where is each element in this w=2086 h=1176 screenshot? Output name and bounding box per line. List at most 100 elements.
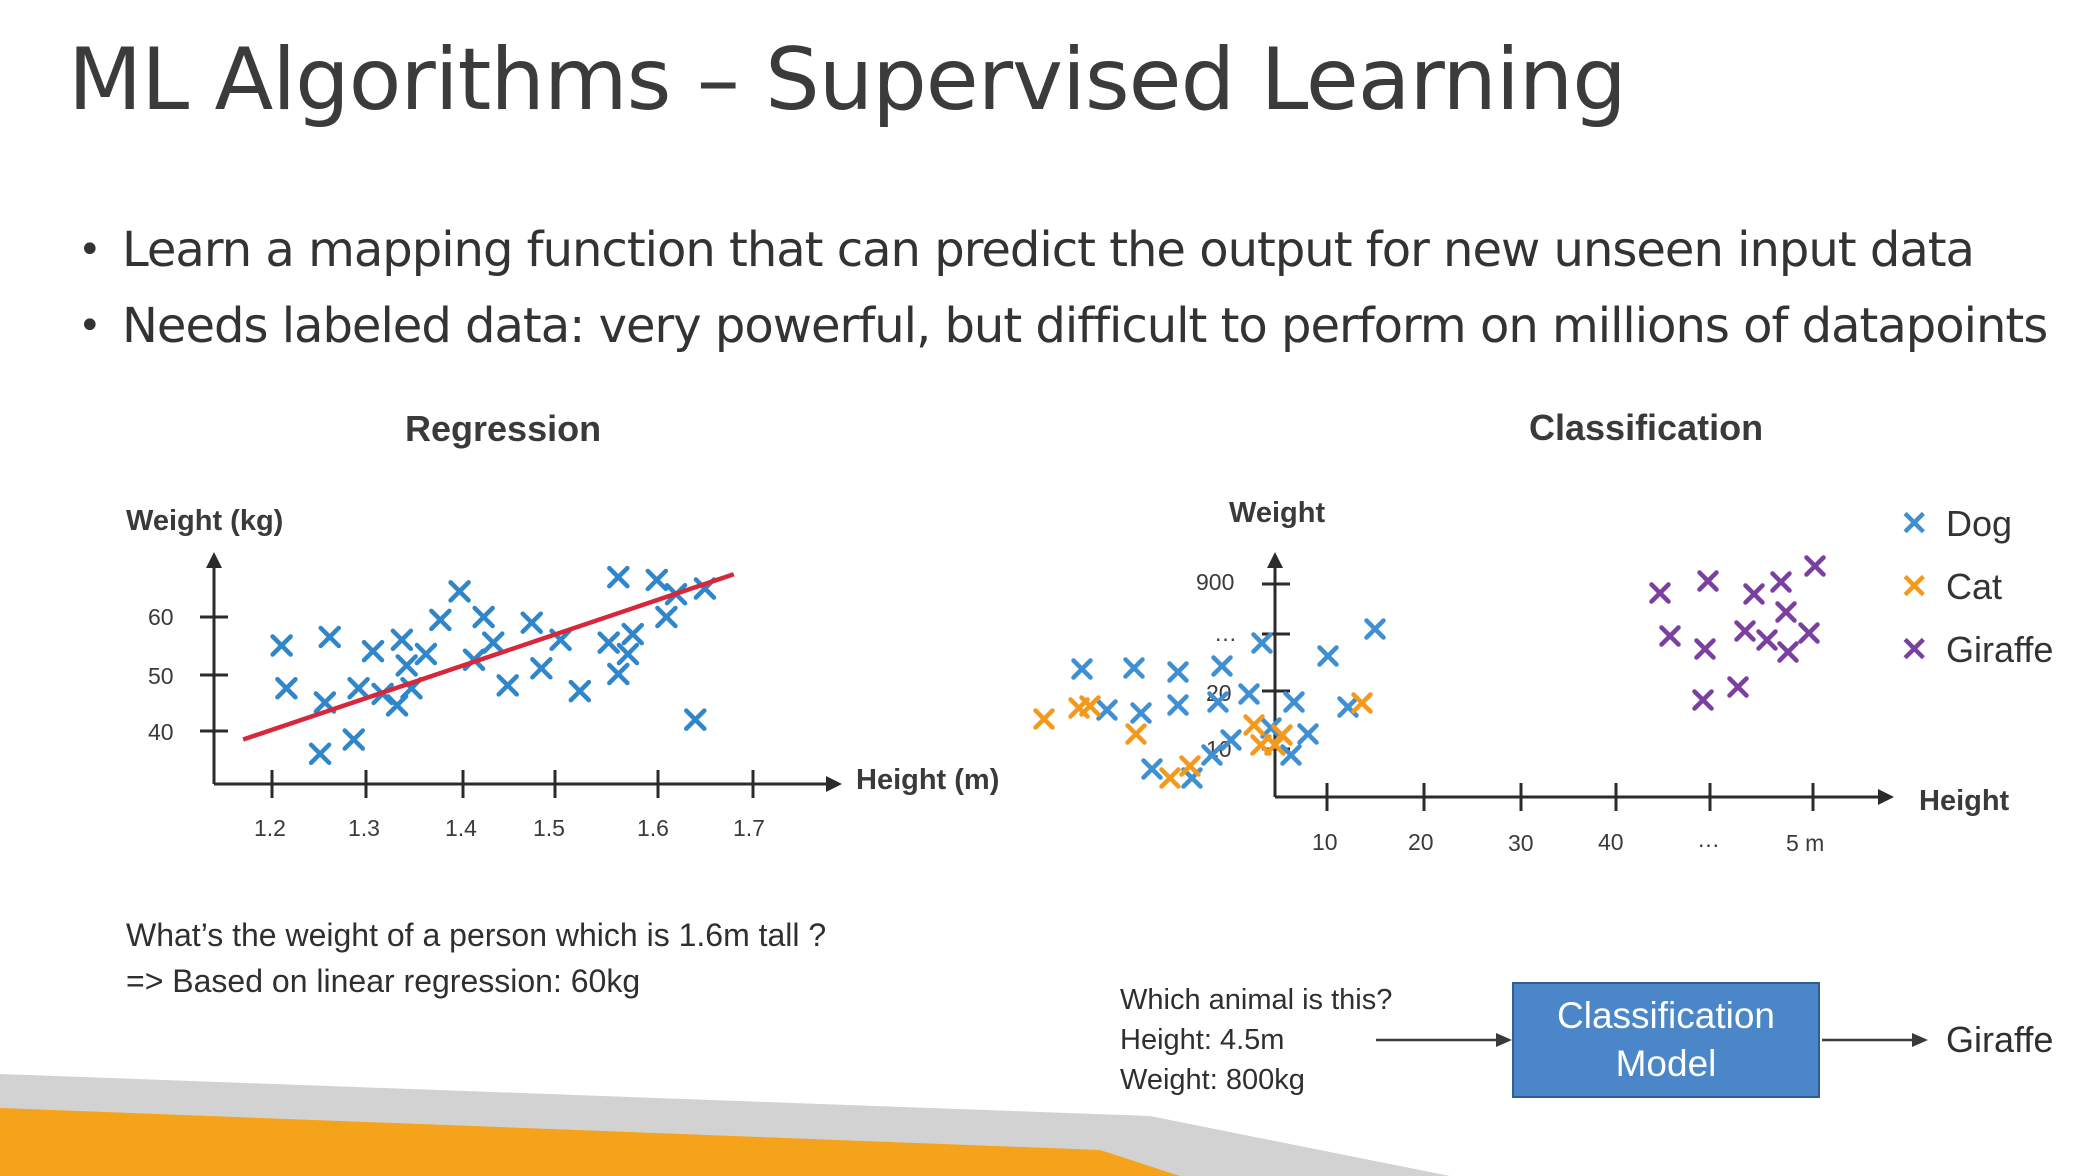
regression-question: What’s the weight of a person which is 1… [126, 917, 827, 953]
classification-point-giraffe [1743, 583, 1765, 605]
regression-point [342, 728, 366, 751]
classification-point-dog [1283, 691, 1305, 713]
query-question: Which animal is this? [1120, 984, 1393, 1016]
bullet-item: Learn a mapping function that can predic… [78, 212, 2047, 288]
legend-item-dog: ✕ Dog [1900, 492, 2053, 555]
classification-result: Giraffe [1946, 1019, 2054, 1060]
legend-item-giraffe: ✕ Giraffe [1900, 618, 2053, 681]
classification-point-cat [1125, 723, 1147, 745]
regression-x-axis-label: Height (m) [856, 764, 1000, 796]
classification-point-giraffe [1734, 620, 1756, 642]
legend-label: Giraffe [1946, 628, 2054, 670]
regression-point [597, 631, 620, 654]
regression-point [607, 662, 630, 686]
regression-point [621, 622, 644, 646]
classification-point-dog [1220, 729, 1242, 751]
regression-x-tick: 1.7 [733, 815, 765, 841]
classification-point-giraffe [1756, 629, 1778, 651]
regression-points [270, 565, 717, 766]
model-label-line2: Model [1615, 1043, 1717, 1084]
regression-y-tick: 60 [148, 604, 174, 630]
classification-point-cat [1159, 767, 1181, 789]
classification-point-giraffe [1694, 638, 1716, 660]
regression-point [496, 674, 519, 697]
classification-point-giraffe [1727, 676, 1749, 698]
classification-point-dog [1071, 658, 1093, 680]
regression-answer: => Based on linear regression: 60kg [126, 963, 641, 999]
regression-line [242, 572, 735, 742]
classification-point-cat [1264, 734, 1286, 756]
classification-point-giraffe [1798, 622, 1820, 644]
query-height: Height: 4.5m [1120, 1024, 1285, 1056]
classification-x-tick: 30 [1508, 830, 1534, 856]
regression-y-tick: 40 [148, 719, 174, 745]
classification-x-axis-label: Height [1919, 785, 2010, 817]
regression-point [472, 605, 495, 629]
regression-x-tick: 1.2 [254, 815, 286, 841]
regression-point [607, 565, 630, 589]
regression-point [275, 677, 298, 700]
regression-x-tick: 1.3 [348, 815, 380, 841]
regression-point [414, 642, 438, 666]
regression-x-tick: 1.5 [533, 815, 565, 841]
model-label-line1: Classification [1557, 995, 1775, 1036]
classification-point-dog [1130, 702, 1152, 724]
classification-point-dog [1167, 694, 1189, 716]
regression-point [429, 608, 452, 632]
classification-point-dog [1364, 618, 1386, 640]
classification-y-axis-label: Weight [1229, 497, 1326, 529]
cross-icon: ✕ [1900, 630, 1929, 669]
regression-point [361, 639, 385, 663]
classification-point-dog [1207, 691, 1229, 713]
classification-y-tick: … [1214, 620, 1237, 646]
regression-point [684, 708, 707, 731]
regression-heading: Regression [405, 408, 602, 449]
classification-point-cat [1033, 708, 1055, 730]
classification-point-cat [1243, 714, 1265, 736]
classification-point-dog [1201, 744, 1223, 766]
classification-point-dog [1260, 717, 1282, 739]
regression-point [308, 742, 332, 766]
classification-x-tick: 40 [1598, 829, 1624, 855]
classification-point-giraffe [1775, 601, 1797, 623]
classification-point-giraffe [1777, 641, 1799, 663]
regression-point [568, 679, 592, 703]
classification-points [1033, 555, 1826, 789]
regression-x-arrowhead [826, 776, 842, 792]
classification-x-tick: … [1697, 826, 1720, 852]
regression-point [390, 628, 414, 652]
regression-point [655, 605, 678, 629]
classification-x-tick: 20 [1408, 829, 1434, 855]
bullet-list: Learn a mapping function that can predic… [78, 212, 2048, 364]
classification-point-giraffe [1692, 689, 1714, 711]
classification-y-tick: 900 [1196, 569, 1235, 595]
classification-y-arrowhead [1267, 552, 1283, 568]
classification-point-dog [1251, 632, 1273, 654]
regression-point [616, 642, 640, 666]
classification-point-cat [1179, 755, 1201, 777]
arrow-to-result-head [1912, 1033, 1928, 1047]
slide-title: ML Algorithms – Supervised Learning [68, 30, 1627, 130]
regression-y-tick: 50 [148, 663, 174, 689]
classification-axes [1262, 562, 1880, 811]
regression-point [318, 625, 341, 649]
classification-point-dog [1317, 645, 1339, 667]
classification-point-giraffe [1770, 571, 1792, 593]
regression-point [520, 611, 543, 634]
classification-point-dog [1211, 655, 1233, 677]
cross-icon: ✕ [1900, 567, 1929, 606]
classification-model-box: Classification Model [1512, 982, 1820, 1098]
regression-axes [200, 562, 830, 798]
cross-icon: ✕ [1900, 504, 1929, 543]
regression-point [347, 677, 370, 700]
regression-point [530, 657, 553, 680]
legend-label: Cat [1946, 565, 2003, 607]
classification-legend: ✕ Dog ✕ Cat ✕ Giraffe [1900, 492, 2053, 681]
classification-point-dog [1297, 723, 1319, 745]
classification-x-tick: 5 m [1786, 830, 1825, 856]
regression-point [645, 568, 669, 592]
bullet-item: Needs labeled data: very powerful, but d… [78, 288, 2048, 364]
classification-point-cat [1068, 697, 1090, 719]
classification-point-cat [1351, 692, 1373, 714]
